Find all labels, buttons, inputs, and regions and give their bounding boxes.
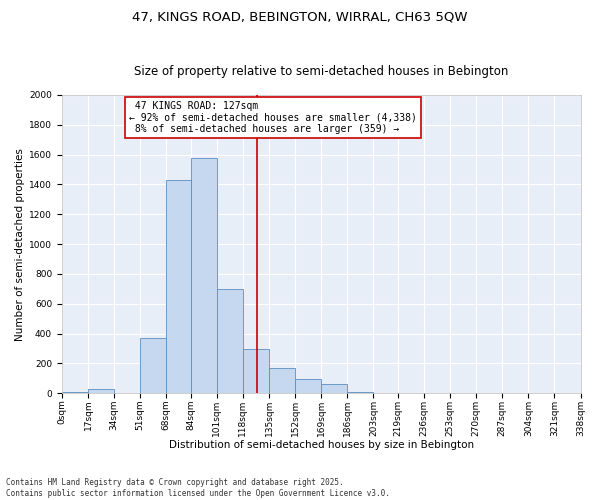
Bar bbox=[88, 388, 114, 393]
Bar bbox=[347, 392, 373, 393]
Text: 47, KINGS ROAD, BEBINGTON, WIRRAL, CH63 5QW: 47, KINGS ROAD, BEBINGTON, WIRRAL, CH63 … bbox=[132, 10, 468, 23]
Bar bbox=[191, 158, 217, 393]
Bar bbox=[140, 338, 166, 393]
Bar bbox=[269, 368, 295, 393]
Bar bbox=[62, 392, 88, 393]
Bar bbox=[166, 180, 191, 393]
Bar bbox=[243, 349, 269, 393]
Title: Size of property relative to semi-detached houses in Bebington: Size of property relative to semi-detach… bbox=[134, 66, 508, 78]
X-axis label: Distribution of semi-detached houses by size in Bebington: Distribution of semi-detached houses by … bbox=[169, 440, 474, 450]
Bar bbox=[321, 384, 347, 393]
Bar bbox=[217, 289, 243, 393]
Bar bbox=[295, 379, 321, 393]
Y-axis label: Number of semi-detached properties: Number of semi-detached properties bbox=[15, 148, 25, 340]
Text: Contains HM Land Registry data © Crown copyright and database right 2025.
Contai: Contains HM Land Registry data © Crown c… bbox=[6, 478, 390, 498]
Text: 47 KINGS ROAD: 127sqm
← 92% of semi-detached houses are smaller (4,338)
 8% of s: 47 KINGS ROAD: 127sqm ← 92% of semi-deta… bbox=[130, 101, 417, 134]
